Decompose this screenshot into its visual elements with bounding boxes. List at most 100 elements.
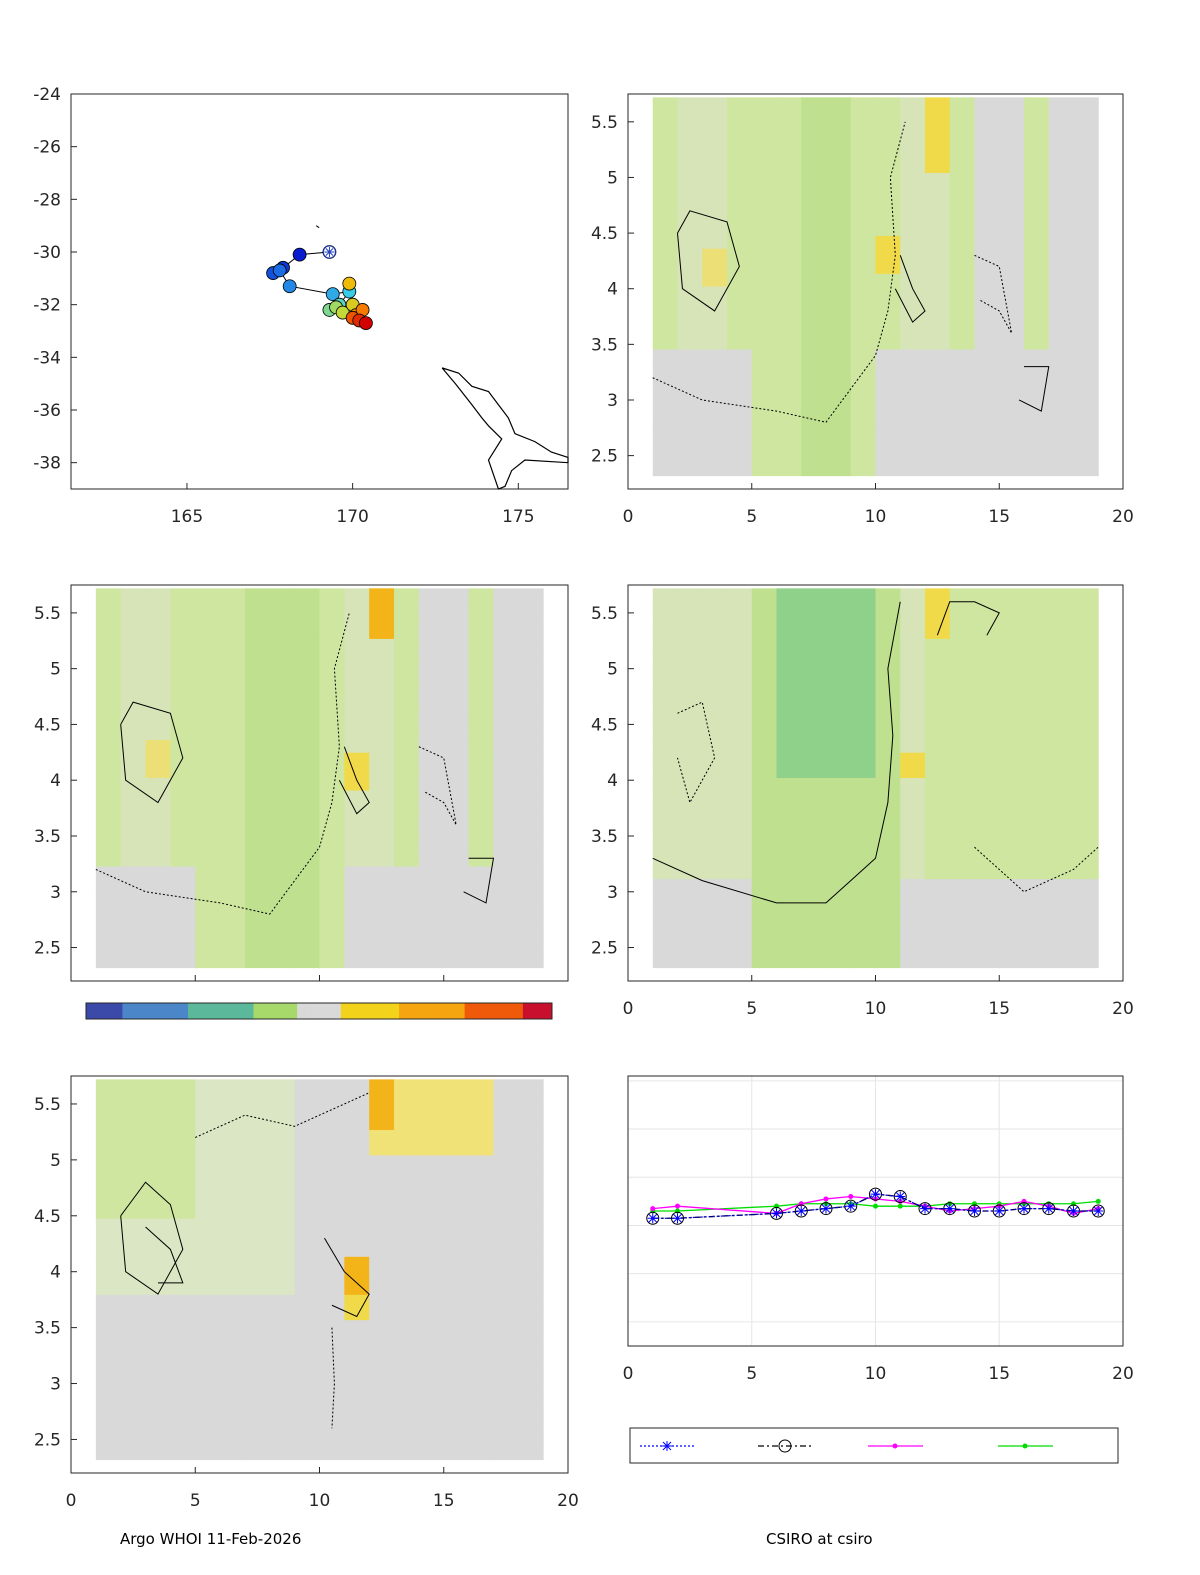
rawatlas-ytick-label: 4.5 <box>591 224 618 244</box>
heat-cell <box>776 374 802 388</box>
heat-cell <box>949 588 975 602</box>
heat-cell <box>1073 336 1099 351</box>
heat-cell <box>702 942 728 956</box>
heat-cell <box>776 273 802 287</box>
heat-cell <box>850 815 876 830</box>
heat-cell <box>652 600 678 615</box>
heat-cell <box>294 879 320 893</box>
heat-cell <box>294 740 320 754</box>
heat-cell <box>727 613 753 627</box>
heat-cell <box>468 866 494 880</box>
rawmean-ytick-label: 5.5 <box>34 1095 61 1115</box>
heat-cell <box>850 185 876 199</box>
heat-cell <box>1073 425 1099 439</box>
heat-cell <box>702 853 728 867</box>
heat-cell <box>369 1180 395 1194</box>
heat-cell <box>369 1130 395 1144</box>
heat-cell <box>949 702 975 716</box>
heat-cell <box>974 450 1000 464</box>
heat-cell <box>875 412 901 426</box>
heat-cell <box>776 777 802 792</box>
heat-cell <box>95 942 122 956</box>
heat-cell <box>95 1434 122 1448</box>
heat-cell <box>344 1408 370 1423</box>
colorbar-cell <box>530 1003 538 1019</box>
heat-cell <box>677 248 703 262</box>
heat-cell <box>1024 917 1050 931</box>
heat-cell <box>801 463 827 477</box>
heat-cell <box>244 765 271 779</box>
heat-cell <box>468 828 494 842</box>
heat-cell <box>120 1446 147 1461</box>
map-ytick-label: -26 <box>33 138 61 158</box>
heat-cell <box>220 879 246 893</box>
heat-cell <box>727 311 753 325</box>
heat-cell <box>826 261 852 275</box>
heat-cell <box>493 1370 519 1385</box>
heat-cell <box>269 1332 296 1347</box>
heat-cell <box>394 1345 420 1359</box>
heat-cell <box>1024 299 1050 313</box>
heat-cell <box>1024 815 1050 830</box>
heat-cell <box>652 399 678 414</box>
heat-cell <box>195 803 221 817</box>
heat-cell <box>394 752 420 766</box>
heat-cell <box>850 638 876 653</box>
heat-cell <box>801 600 827 615</box>
heat-cell <box>443 1206 470 1220</box>
heat-cell <box>269 1142 296 1156</box>
heat-cell <box>1048 626 1074 640</box>
heat-cell <box>369 714 395 728</box>
heat-cell <box>652 853 678 867</box>
heat-cell <box>418 879 445 893</box>
heat-cell <box>443 626 470 640</box>
heat-cell <box>95 777 122 792</box>
colorbar-cell <box>377 1003 386 1019</box>
heat-cell <box>394 740 420 754</box>
heat-cell <box>319 803 345 817</box>
heat-cell <box>702 399 728 414</box>
heat-cell <box>974 879 1000 893</box>
heat-cell <box>826 97 852 111</box>
heat-cell <box>727 904 753 918</box>
rawcars-ytick-label: 5 <box>607 660 618 680</box>
heat-cell <box>1073 311 1099 325</box>
heat-cell <box>974 349 1000 363</box>
heat-cell <box>776 311 802 325</box>
heat-cell <box>652 311 678 325</box>
heat-cell <box>999 160 1025 174</box>
heat-cell <box>1024 349 1050 363</box>
heat-cell <box>145 1269 171 1283</box>
heat-cell <box>518 790 544 804</box>
heat-cell <box>949 336 975 351</box>
heat-cell <box>801 917 827 931</box>
heat-cell <box>999 299 1025 313</box>
heat-cell <box>493 790 519 804</box>
heat-cell <box>751 954 777 969</box>
heat-cell <box>652 740 678 754</box>
heat-cell <box>1073 223 1099 237</box>
heat-cell <box>244 740 271 754</box>
heat-cell <box>875 336 901 351</box>
profile-position <box>358 316 373 331</box>
heat-cell <box>468 1092 494 1106</box>
heat-cell <box>727 450 753 464</box>
heat-cell <box>850 777 876 792</box>
heat-cell <box>120 942 147 956</box>
heat-cell <box>120 1117 147 1131</box>
heat-cell <box>875 714 901 728</box>
heat-cell <box>925 412 951 426</box>
heat-cell <box>826 450 852 464</box>
contour-line <box>974 254 1013 334</box>
heat-cell <box>468 1383 494 1397</box>
heat-cell <box>751 664 777 678</box>
heat-cell <box>195 1434 221 1448</box>
heat-cell <box>751 286 777 300</box>
heat-cell <box>394 954 420 969</box>
heat-cell <box>95 828 122 842</box>
heat-cell <box>319 1320 345 1334</box>
point-adj <box>794 1204 808 1218</box>
heat-cell <box>776 664 802 678</box>
heat-cell <box>826 600 852 615</box>
heat-cell <box>418 1231 445 1245</box>
